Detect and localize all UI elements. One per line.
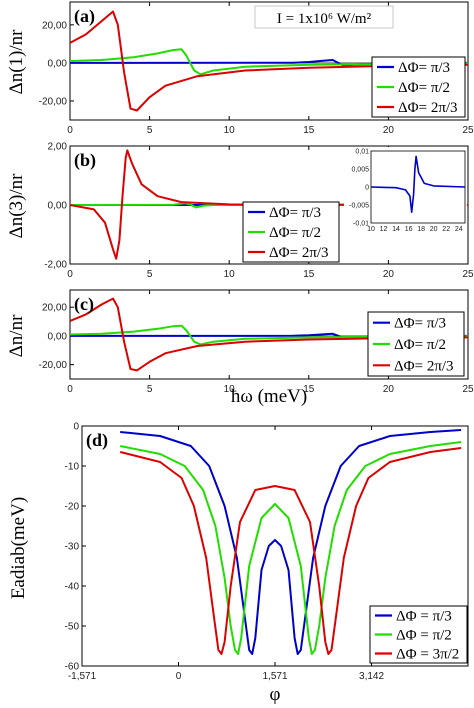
- series-line-1: [120, 429, 462, 655]
- y-axis-label-2: Δn(3)/nr: [6, 173, 27, 239]
- inset-y-tick-label: -0,005: [349, 203, 369, 210]
- inset-y-tick-label: 0: [365, 185, 369, 192]
- x-tick-label: 25: [462, 125, 474, 136]
- x-tick-label: 3,142: [359, 671, 384, 682]
- legend: ΔΦ = π/3 ΔΦ = π/2 ΔΦ = 3π/2: [369, 605, 468, 664]
- y-axis-label-4: Eadiab(meV): [8, 497, 29, 599]
- x-tick-label: 5: [147, 125, 153, 136]
- series-line-2: [70, 48, 468, 76]
- inset-x-tick-label: 12: [380, 226, 388, 233]
- series-line-1: [371, 155, 465, 213]
- y-tick-label: 0,00: [48, 331, 68, 342]
- series-line-2: [120, 441, 462, 655]
- x-axis-label-d: φ: [270, 684, 281, 705]
- y-tick-label: 2,00: [48, 142, 68, 153]
- inset-y-tick-label: 0,01: [355, 149, 369, 156]
- x-tick-label: 20: [383, 125, 395, 136]
- y-tick-label: -50: [65, 622, 80, 633]
- legend-entry-2: ΔΦ = π/2: [396, 628, 452, 644]
- y-tick-label: -60: [65, 662, 80, 673]
- legend: ΔΦ= π/3 ΔΦ= π/2 ΔΦ= 2π/3: [371, 56, 466, 118]
- panel-label: (c): [74, 294, 94, 315]
- inset-x-tick-label: 10: [367, 226, 375, 233]
- y-tick-label: -20,00: [39, 96, 68, 107]
- legend-entry-1: ΔΦ = π/3: [396, 609, 452, 625]
- y-tick-label: 0,00: [48, 58, 68, 69]
- x-tick-label: 10: [224, 269, 236, 280]
- x-tick-label: 10: [224, 384, 236, 395]
- panel-label: (d): [86, 430, 108, 451]
- y-tick-label: -30: [65, 542, 80, 553]
- legend-entry-1: ΔΦ= π/3: [269, 205, 321, 221]
- legend-entry-3: ΔΦ= 2π/3: [269, 245, 329, 261]
- legend-entry-2: ΔΦ= π/2: [398, 80, 450, 96]
- x-tick-label: 15: [303, 384, 315, 395]
- inset-y-tick-label: -0,01: [353, 221, 369, 228]
- inset-x-tick-label: 16: [405, 226, 413, 233]
- series-line-3: [70, 149, 468, 260]
- legend-entry-3: ΔΦ= 2π/3: [394, 358, 454, 374]
- x-tick-label: 20: [383, 269, 395, 280]
- panel-label: (a): [74, 6, 95, 27]
- inset-x-tick-label: 14: [392, 226, 400, 233]
- y-tick-label: 0: [73, 422, 79, 433]
- inset-x-tick-label: 24: [455, 226, 463, 233]
- x-tick-label: 25: [462, 384, 474, 395]
- inset-y-tick-label: 0,005: [351, 167, 369, 174]
- series-line-3: [119, 447, 462, 655]
- x-tick-label: 0: [176, 671, 182, 682]
- y-tick-label: -20,00: [39, 360, 68, 371]
- legend-entry-1: ΔΦ= π/3: [398, 60, 450, 76]
- y-axis-label-1: Δn(1)/nr: [6, 29, 27, 95]
- legend-entry-2: ΔΦ= π/2: [394, 337, 446, 353]
- inset-plot: 10 12 14 16 18 20 22 24 0,01 0,005 0 -0,005 -0,01: [344, 147, 467, 237]
- x-tick-label: 0: [67, 384, 73, 395]
- inset-x-tick-label: 22: [442, 226, 450, 233]
- legend-entry-3: ΔΦ= 2π/3: [398, 100, 458, 116]
- panel-2: 0 5 10 15 20 25 2,00 0,00 -2,00 (b) ΔΦ= π/3 ΔΦ= π/2…: [44, 142, 474, 281]
- panel-4: -1,571 0 1,571 3,142 0 -10 -20 -30 -40 -50 -60 (d) Δ…: [65, 422, 469, 682]
- x-tick-label: 15: [303, 269, 315, 280]
- y-tick-label: -10: [65, 462, 80, 473]
- y-axis-label: Δn(1)/nr: [6, 29, 27, 95]
- legend: ΔΦ= π/3 ΔΦ= π/2 ΔΦ= 2π/3: [367, 311, 465, 377]
- intensity-annotation: I = 1x10⁶ W/m²: [277, 11, 372, 27]
- legend-entry-3: ΔΦ = 3π/2: [396, 647, 459, 663]
- legend-entry-2: ΔΦ= π/2: [269, 225, 321, 241]
- legend: ΔΦ= π/3 ΔΦ= π/2 ΔΦ= 2π/3: [242, 201, 340, 263]
- y-axis-label: Eadiab(meV): [8, 497, 29, 599]
- annotation-box: [254, 5, 394, 29]
- inset-x-tick-label: 20: [430, 226, 438, 233]
- series-line-3: [70, 297, 468, 372]
- y-axis-label: Δn(3)/nr: [6, 173, 27, 239]
- y-tick-label: 0,00: [48, 201, 68, 212]
- y-tick-label: 20,00: [42, 303, 67, 314]
- y-axis-label: Δn/nr: [6, 314, 27, 357]
- x-tick-label: 1,571: [263, 671, 288, 682]
- x-tick-label: 0: [67, 125, 73, 136]
- x-tick-label: 0: [67, 269, 73, 280]
- y-tick-label: -2,00: [44, 260, 67, 271]
- series-line-2: [70, 202, 468, 209]
- y-tick-label: 20,00: [42, 20, 67, 31]
- inset-x-tick-label: 18: [417, 226, 425, 233]
- y-axis-label-3: Δn/nr: [6, 314, 27, 357]
- x-tick-label: -1,571: [68, 671, 97, 682]
- legend-entry-1: ΔΦ= π/3: [394, 316, 446, 332]
- series-line-2: [70, 324, 468, 346]
- x-tick-label: 15: [303, 125, 315, 136]
- series-line-3: [70, 10, 468, 112]
- x-tick-label: 5: [147, 384, 153, 395]
- x-tick-label: 20: [383, 384, 395, 395]
- x-tick-label: 5: [147, 269, 153, 280]
- x-tick-label: 10: [224, 125, 236, 136]
- panel-label: (b): [74, 150, 96, 171]
- x-axis-label-c: ħω (meV): [231, 386, 307, 407]
- y-tick-label: -20: [65, 502, 80, 513]
- y-tick-label: -40: [65, 582, 80, 593]
- x-tick-label: 25: [462, 269, 474, 280]
